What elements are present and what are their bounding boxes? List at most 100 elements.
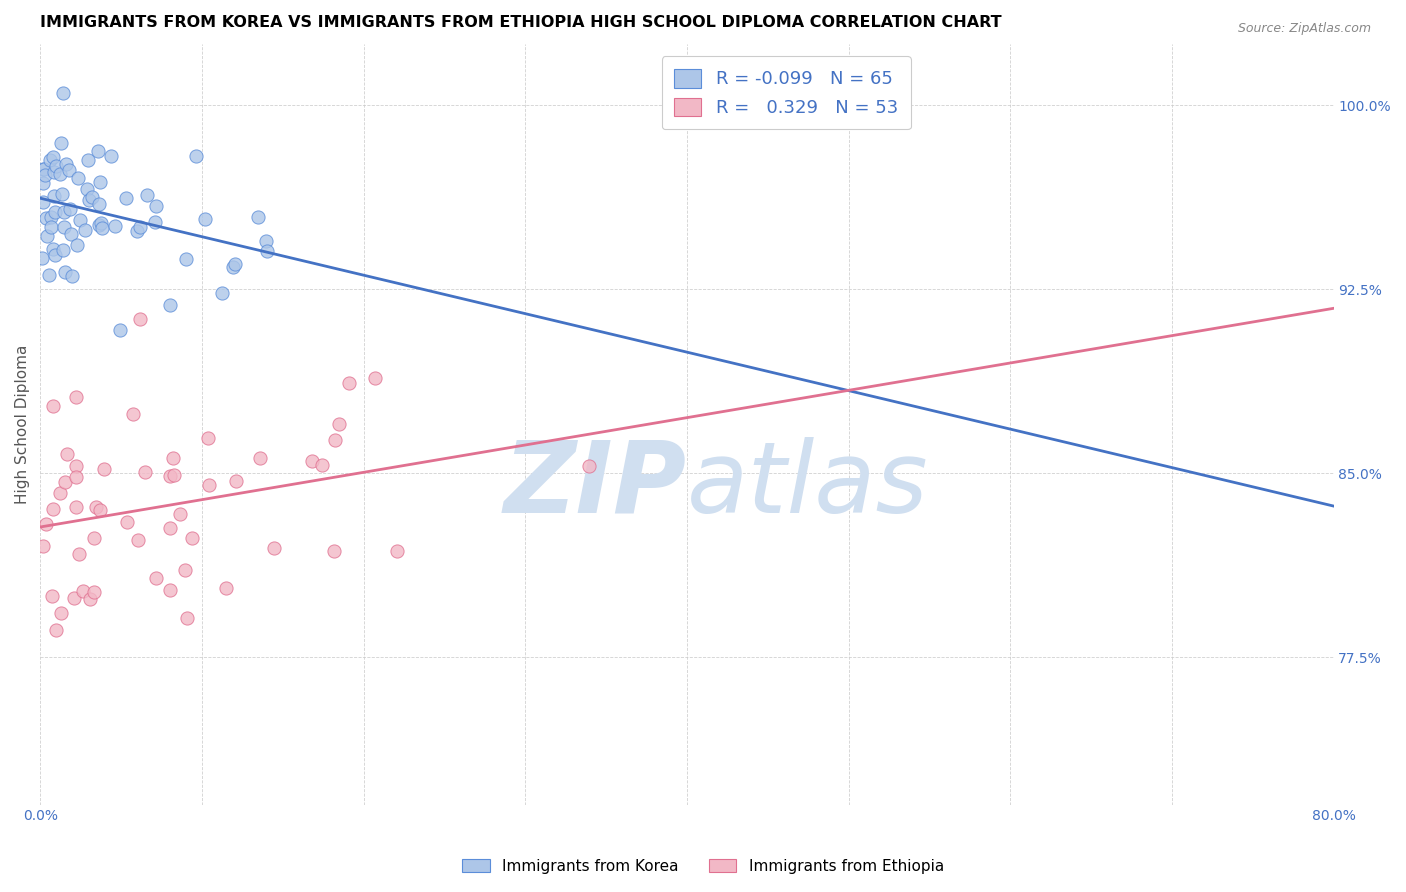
Point	[79, 591, 101, 606]
Point	[197, 431, 219, 445]
Point	[49, 136, 72, 151]
Point	[53, 475, 76, 490]
Text: atlas: atlas	[688, 436, 928, 533]
Point	[66, 170, 89, 185]
Point	[174, 252, 197, 266]
Point	[387, 543, 409, 558]
Point	[301, 454, 323, 468]
Point	[41, 210, 63, 224]
Point	[256, 244, 278, 258]
Point	[83, 531, 105, 545]
Point	[87, 144, 110, 158]
Point	[176, 611, 198, 625]
Point	[42, 501, 65, 516]
Point	[31, 539, 53, 553]
Point	[52, 220, 75, 235]
Point	[89, 219, 111, 233]
Point	[134, 465, 156, 479]
Point	[69, 213, 91, 227]
Point	[62, 591, 84, 606]
Point	[45, 159, 67, 173]
Point	[578, 458, 600, 473]
Point	[77, 153, 100, 167]
Point	[41, 219, 63, 234]
Text: ZIP: ZIP	[503, 436, 688, 533]
Point	[159, 583, 181, 598]
Point	[337, 376, 360, 390]
Point	[41, 150, 63, 164]
Point	[83, 585, 105, 599]
Point	[51, 187, 73, 202]
Point	[53, 265, 76, 279]
Point	[128, 219, 150, 234]
Point	[224, 257, 246, 271]
Point	[215, 581, 238, 595]
Point	[323, 433, 346, 447]
Point	[108, 323, 131, 337]
Point	[44, 248, 66, 262]
Point	[60, 269, 83, 284]
Point	[162, 450, 184, 465]
Point	[127, 533, 149, 547]
Text: Source: ZipAtlas.com: Source: ZipAtlas.com	[1237, 22, 1371, 36]
Point	[122, 408, 145, 422]
Point	[84, 500, 107, 514]
Point	[159, 521, 181, 535]
Point	[93, 461, 115, 475]
Point	[163, 468, 186, 483]
Point	[247, 210, 270, 224]
Point	[58, 163, 80, 178]
Point	[128, 312, 150, 326]
Point	[76, 182, 98, 196]
Point	[65, 500, 87, 514]
Point	[31, 251, 53, 265]
Point	[59, 227, 82, 241]
Point	[125, 224, 148, 238]
Point	[42, 189, 65, 203]
Point	[67, 548, 90, 562]
Point	[31, 195, 53, 210]
Point	[136, 187, 159, 202]
Point	[311, 458, 333, 473]
Legend: R = -0.099   N = 65, R =   0.329   N = 53: R = -0.099 N = 65, R = 0.329 N = 53	[662, 56, 911, 129]
Point	[77, 193, 100, 207]
Point	[211, 286, 233, 301]
Point	[89, 503, 111, 517]
Point	[35, 229, 58, 244]
Point	[72, 583, 94, 598]
Point	[65, 469, 87, 483]
Point	[145, 199, 167, 213]
Point	[323, 543, 346, 558]
Point	[263, 541, 285, 556]
Point	[173, 563, 195, 577]
Point	[55, 156, 77, 170]
Y-axis label: High School Diploma: High School Diploma	[15, 344, 30, 504]
Point	[73, 222, 96, 236]
Point	[159, 469, 181, 483]
Point	[328, 417, 350, 431]
Point	[42, 242, 65, 256]
Text: IMMIGRANTS FROM KOREA VS IMMIGRANTS FROM ETHIOPIA HIGH SCHOOL DIPLOMA CORRELATIO: IMMIGRANTS FROM KOREA VS IMMIGRANTS FROM…	[41, 15, 1002, 30]
Point	[39, 153, 62, 168]
Point	[52, 243, 75, 257]
Point	[181, 531, 204, 545]
Point	[104, 219, 127, 233]
Point	[32, 176, 55, 190]
Point	[35, 516, 58, 531]
Point	[56, 447, 79, 461]
Point	[65, 391, 87, 405]
Point	[32, 162, 55, 177]
Point	[49, 606, 72, 620]
Point	[38, 268, 60, 283]
Point	[159, 298, 181, 312]
Point	[52, 86, 75, 100]
Point	[145, 571, 167, 585]
Point	[59, 202, 82, 216]
Point	[221, 260, 243, 275]
Point	[52, 205, 75, 219]
Point	[35, 211, 58, 225]
Point	[198, 478, 221, 492]
Point	[44, 205, 66, 219]
Point	[90, 221, 112, 235]
Point	[117, 515, 139, 529]
